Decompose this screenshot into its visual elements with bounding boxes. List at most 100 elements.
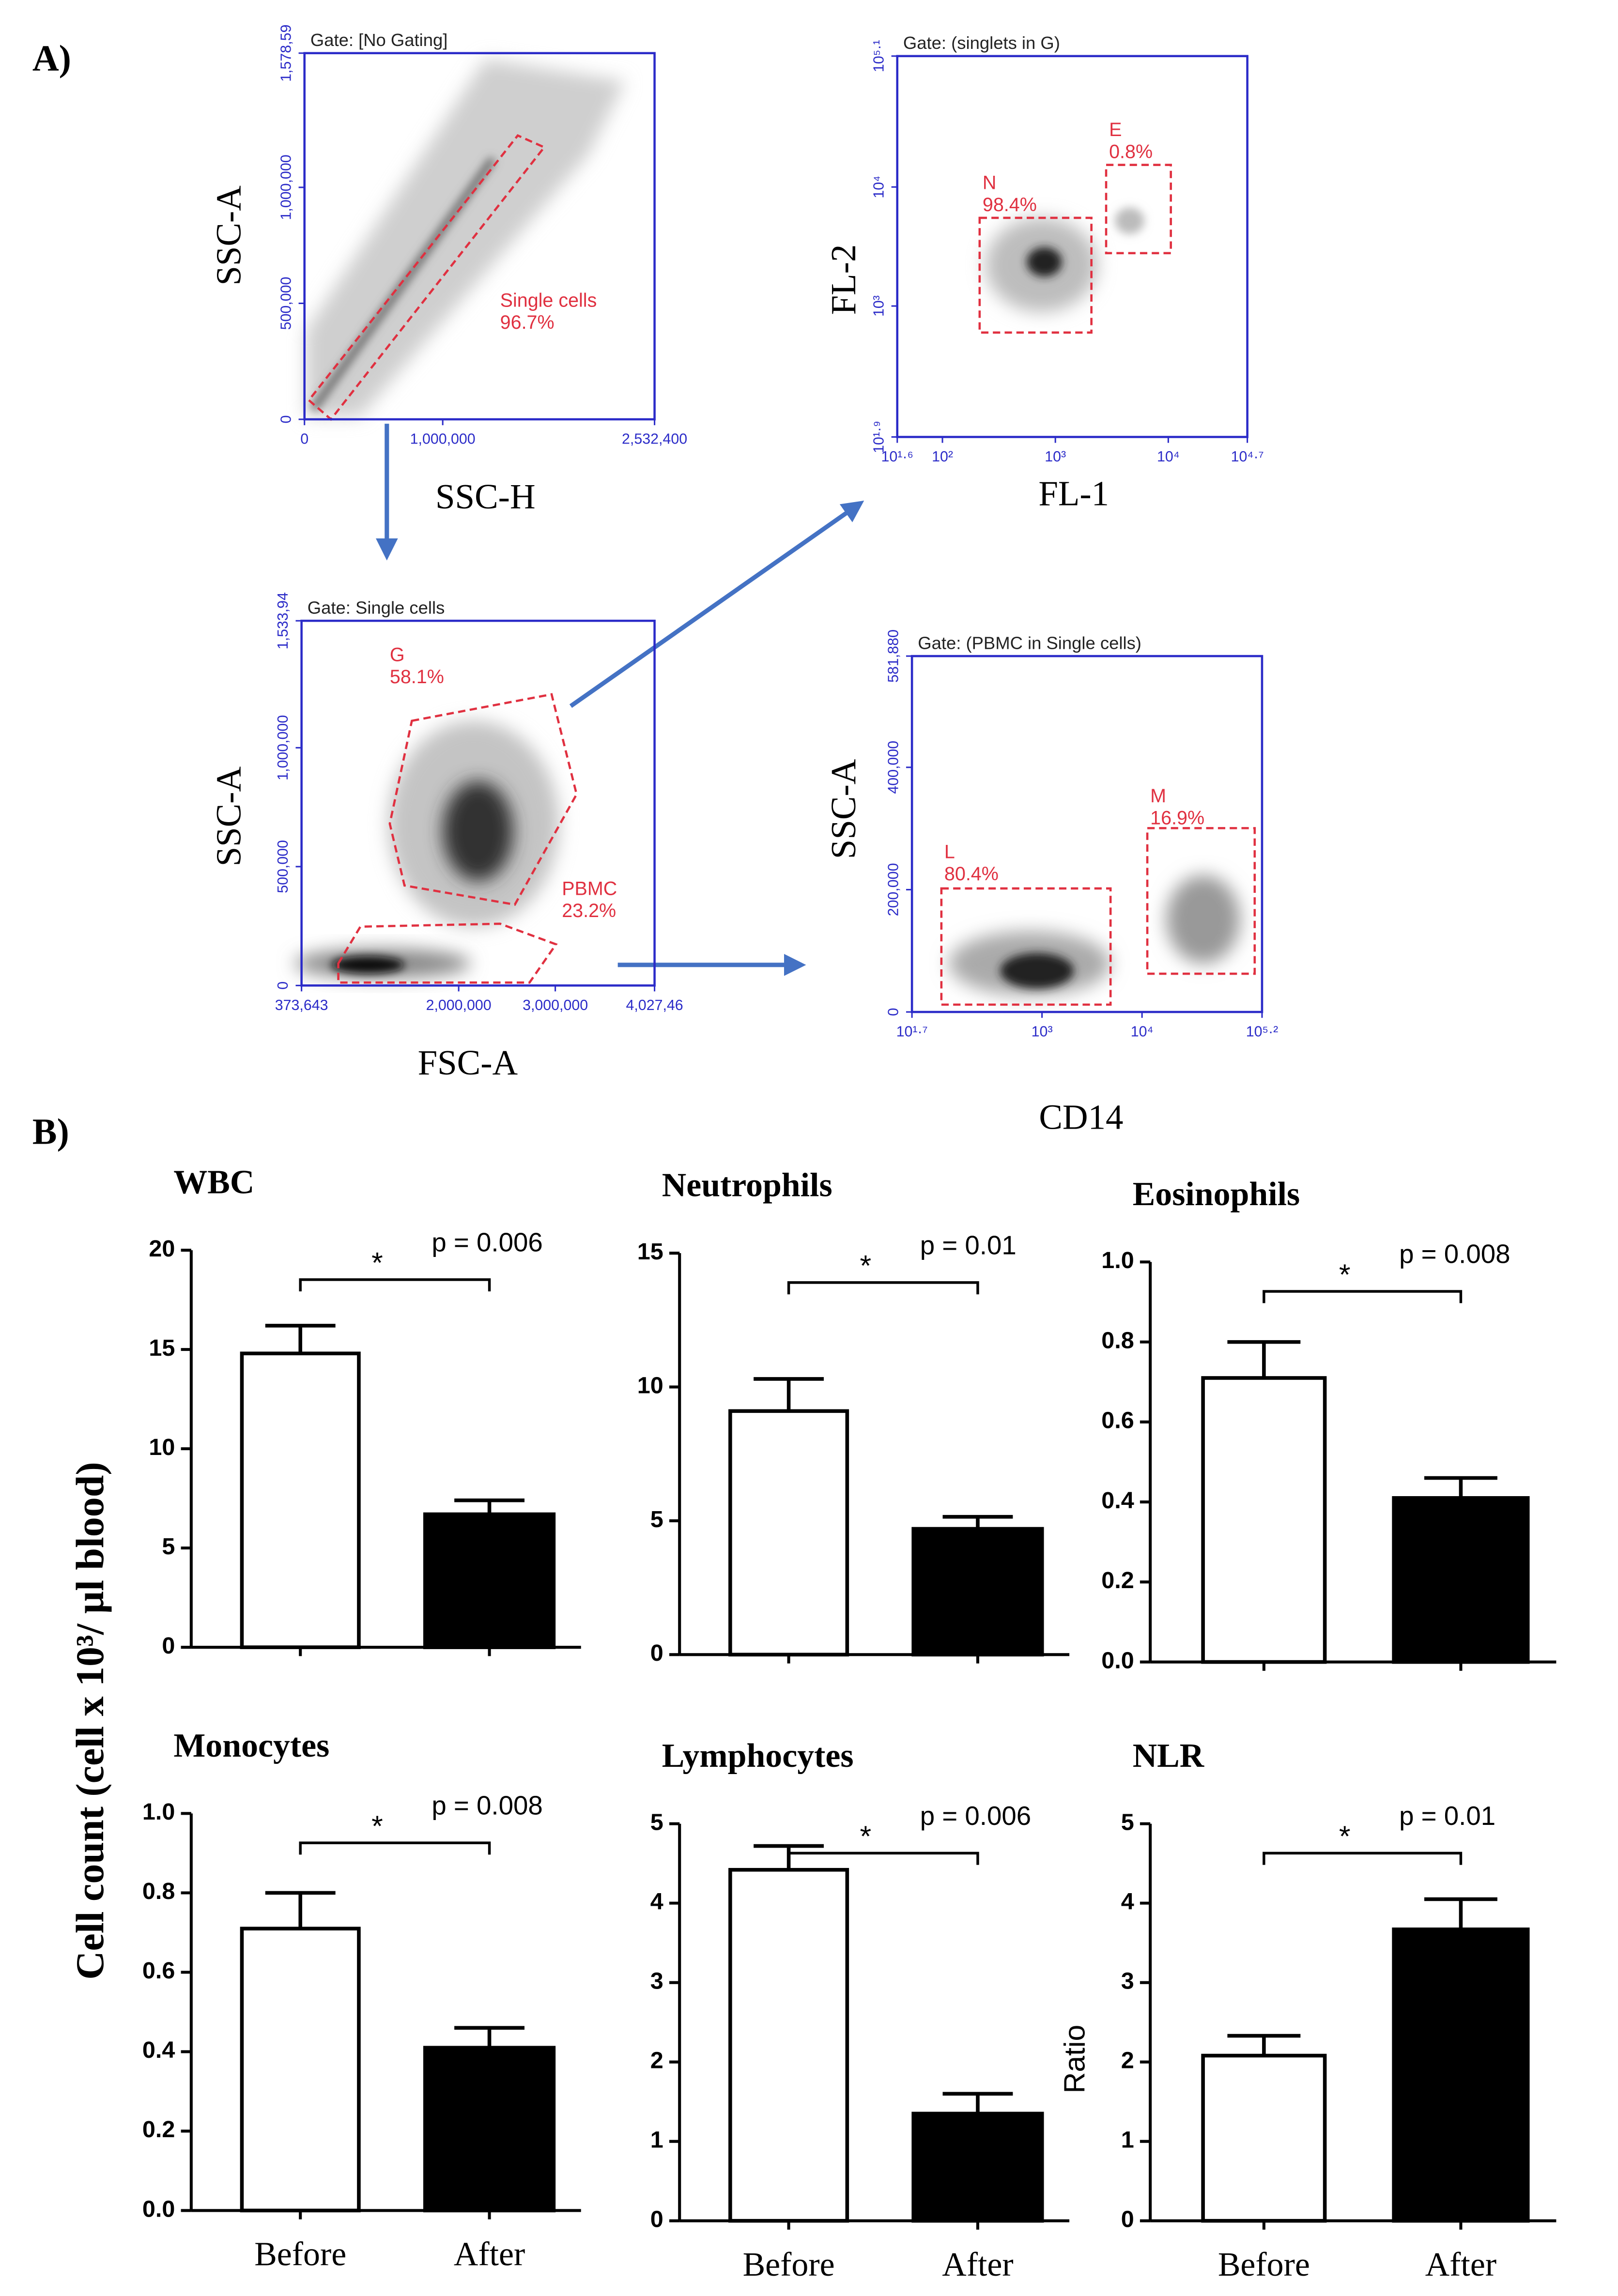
y-tick-label: 0.0: [142, 2196, 175, 2222]
gate-percent: 23.2%: [562, 900, 616, 921]
significance-bracket: [787, 1281, 979, 1295]
significance-bracket: [1263, 1852, 1463, 1865]
y-tick-label: 0: [278, 415, 294, 424]
y-tick-label: 4: [650, 1888, 663, 1914]
bar: [1201, 1376, 1327, 1664]
y-tick-label: 10⁴: [871, 176, 887, 199]
x-tick-label: 10¹·⁷: [896, 1024, 928, 1040]
y-tick-label: 1,000,000: [275, 715, 291, 781]
plot-frame: [300, 619, 656, 987]
x-axis-label: FL-1: [1038, 474, 1109, 513]
bar: [1392, 1496, 1530, 1664]
y-tick-label: 2: [650, 2047, 663, 2073]
significance-bracket: [787, 1852, 979, 1865]
y-tick-label: 0.4: [1101, 1487, 1134, 1514]
y-axis-label: SSC-A: [824, 759, 863, 859]
bar: [240, 1351, 361, 1649]
x-tick-label: 2,532,400: [622, 431, 687, 447]
shared-y-label: Cell count (cell x 10³/ µl blood): [68, 1462, 112, 1979]
x-axis-label: SSC-H: [435, 477, 536, 516]
x-axis-label: FSC-A: [418, 1043, 518, 1082]
gate-name: M: [1150, 785, 1166, 807]
significance-marker: *: [371, 1246, 383, 1279]
x-tick-label: Before: [254, 2236, 346, 2273]
y-tick-label: 0: [650, 1640, 663, 1666]
y-tick-label: 0: [275, 981, 291, 990]
x-tick-label: 10⁵·²: [1246, 1024, 1279, 1040]
significance-marker: *: [860, 1820, 872, 1852]
y-tick-label: 20: [149, 1236, 175, 1262]
density: [294, 59, 1240, 996]
y-tick-label: 0.0: [1101, 1647, 1134, 1673]
y-tick-label: 5: [1121, 1809, 1134, 1835]
bar: [728, 1867, 849, 2223]
x-tick-label: Before: [1218, 2246, 1310, 2283]
y-tick-label: 10⁵·¹: [871, 40, 887, 73]
y-tick-label: 10: [149, 1434, 175, 1460]
gate-percent: 80.4%: [944, 863, 999, 885]
y-tick-label: 5: [650, 1506, 663, 1532]
p-value: p = 0.006: [431, 1227, 542, 1257]
plot-frame: [910, 655, 1264, 1013]
bar: [423, 1512, 556, 1649]
x-tick-label: 3,000,000: [523, 997, 588, 1013]
bar: [911, 2112, 1044, 2223]
panel-label: A): [32, 38, 71, 78]
bar: [240, 1927, 361, 2213]
gate-percent: 16.9%: [1150, 808, 1204, 829]
y-tick-label: 1: [1121, 2127, 1134, 2153]
y-tick-label: 1: [650, 2127, 663, 2153]
x-tick-label: After: [1425, 2246, 1496, 2283]
gate-name: L: [944, 841, 955, 862]
y-axis-label: FL-2: [824, 245, 863, 315]
p-value: p = 0.006: [920, 1801, 1031, 1831]
y-tick-label: 10³: [871, 295, 887, 317]
y-tick-label: 0.6: [142, 1958, 175, 1984]
bar: [1392, 1927, 1530, 2223]
gate-percent: 0.8%: [1109, 141, 1153, 163]
bar: [728, 1409, 849, 1657]
x-tick-label: After: [942, 2246, 1013, 2283]
x-tick-label: 10³: [1032, 1024, 1053, 1040]
bar: [1201, 2053, 1327, 2223]
x-tick-label: 0: [300, 431, 308, 447]
y-tick-label: 581,880: [886, 629, 902, 683]
y-tick-label: 1.0: [1101, 1247, 1134, 1273]
p-value: p = 0.008: [431, 1791, 542, 1821]
y-tick-label: 3: [650, 1968, 663, 1994]
y-tick-label: 0: [650, 2206, 663, 2233]
gate-name: Single cells: [500, 290, 597, 311]
x-tick-label: After: [454, 2236, 525, 2273]
panel-label: B): [32, 1112, 69, 1152]
gate-percent: 98.4%: [983, 194, 1037, 215]
y-tick-label: 4: [1121, 1888, 1134, 1914]
chart-title: NLR: [1133, 1737, 1205, 1775]
y-tick-label: 1,000,000: [278, 154, 294, 220]
y-tick-label: 0: [162, 1633, 175, 1659]
chart-title: Neutrophils: [662, 1167, 832, 1204]
x-tick-label: 10³: [1045, 449, 1066, 465]
y-tick-label: 200,000: [886, 863, 902, 917]
y-tick-label: 400,000: [886, 741, 902, 794]
significance-marker: *: [1339, 1820, 1351, 1852]
y-tick-label: 10¹·⁹: [871, 421, 887, 453]
significance-bracket: [299, 1841, 491, 1855]
plot-frame: [896, 55, 1248, 438]
chart-title: Lymphocytes: [662, 1737, 854, 1775]
x-tick-label: 10⁴·⁷: [1231, 449, 1264, 465]
bar: [423, 2046, 556, 2213]
gate-title: Gate: Single cells: [308, 597, 445, 617]
x-tick-label: 2,000,000: [426, 997, 492, 1013]
gate-title: Gate: [No Gating]: [310, 30, 448, 50]
y-tick-label: 500,000: [278, 277, 294, 330]
y-tick-label: 1,578,59: [278, 25, 294, 82]
chart-title: Eosinophils: [1133, 1176, 1300, 1213]
y-axis-label: SSC-A: [209, 185, 248, 286]
chart-title: Monocytes: [173, 1727, 329, 1764]
significance-marker: *: [1339, 1258, 1351, 1291]
y-tick-label: 1,533,94: [275, 592, 291, 649]
y-tick-label: 3: [1121, 1968, 1134, 1994]
x-tick-label: 10⁴: [1157, 449, 1180, 465]
